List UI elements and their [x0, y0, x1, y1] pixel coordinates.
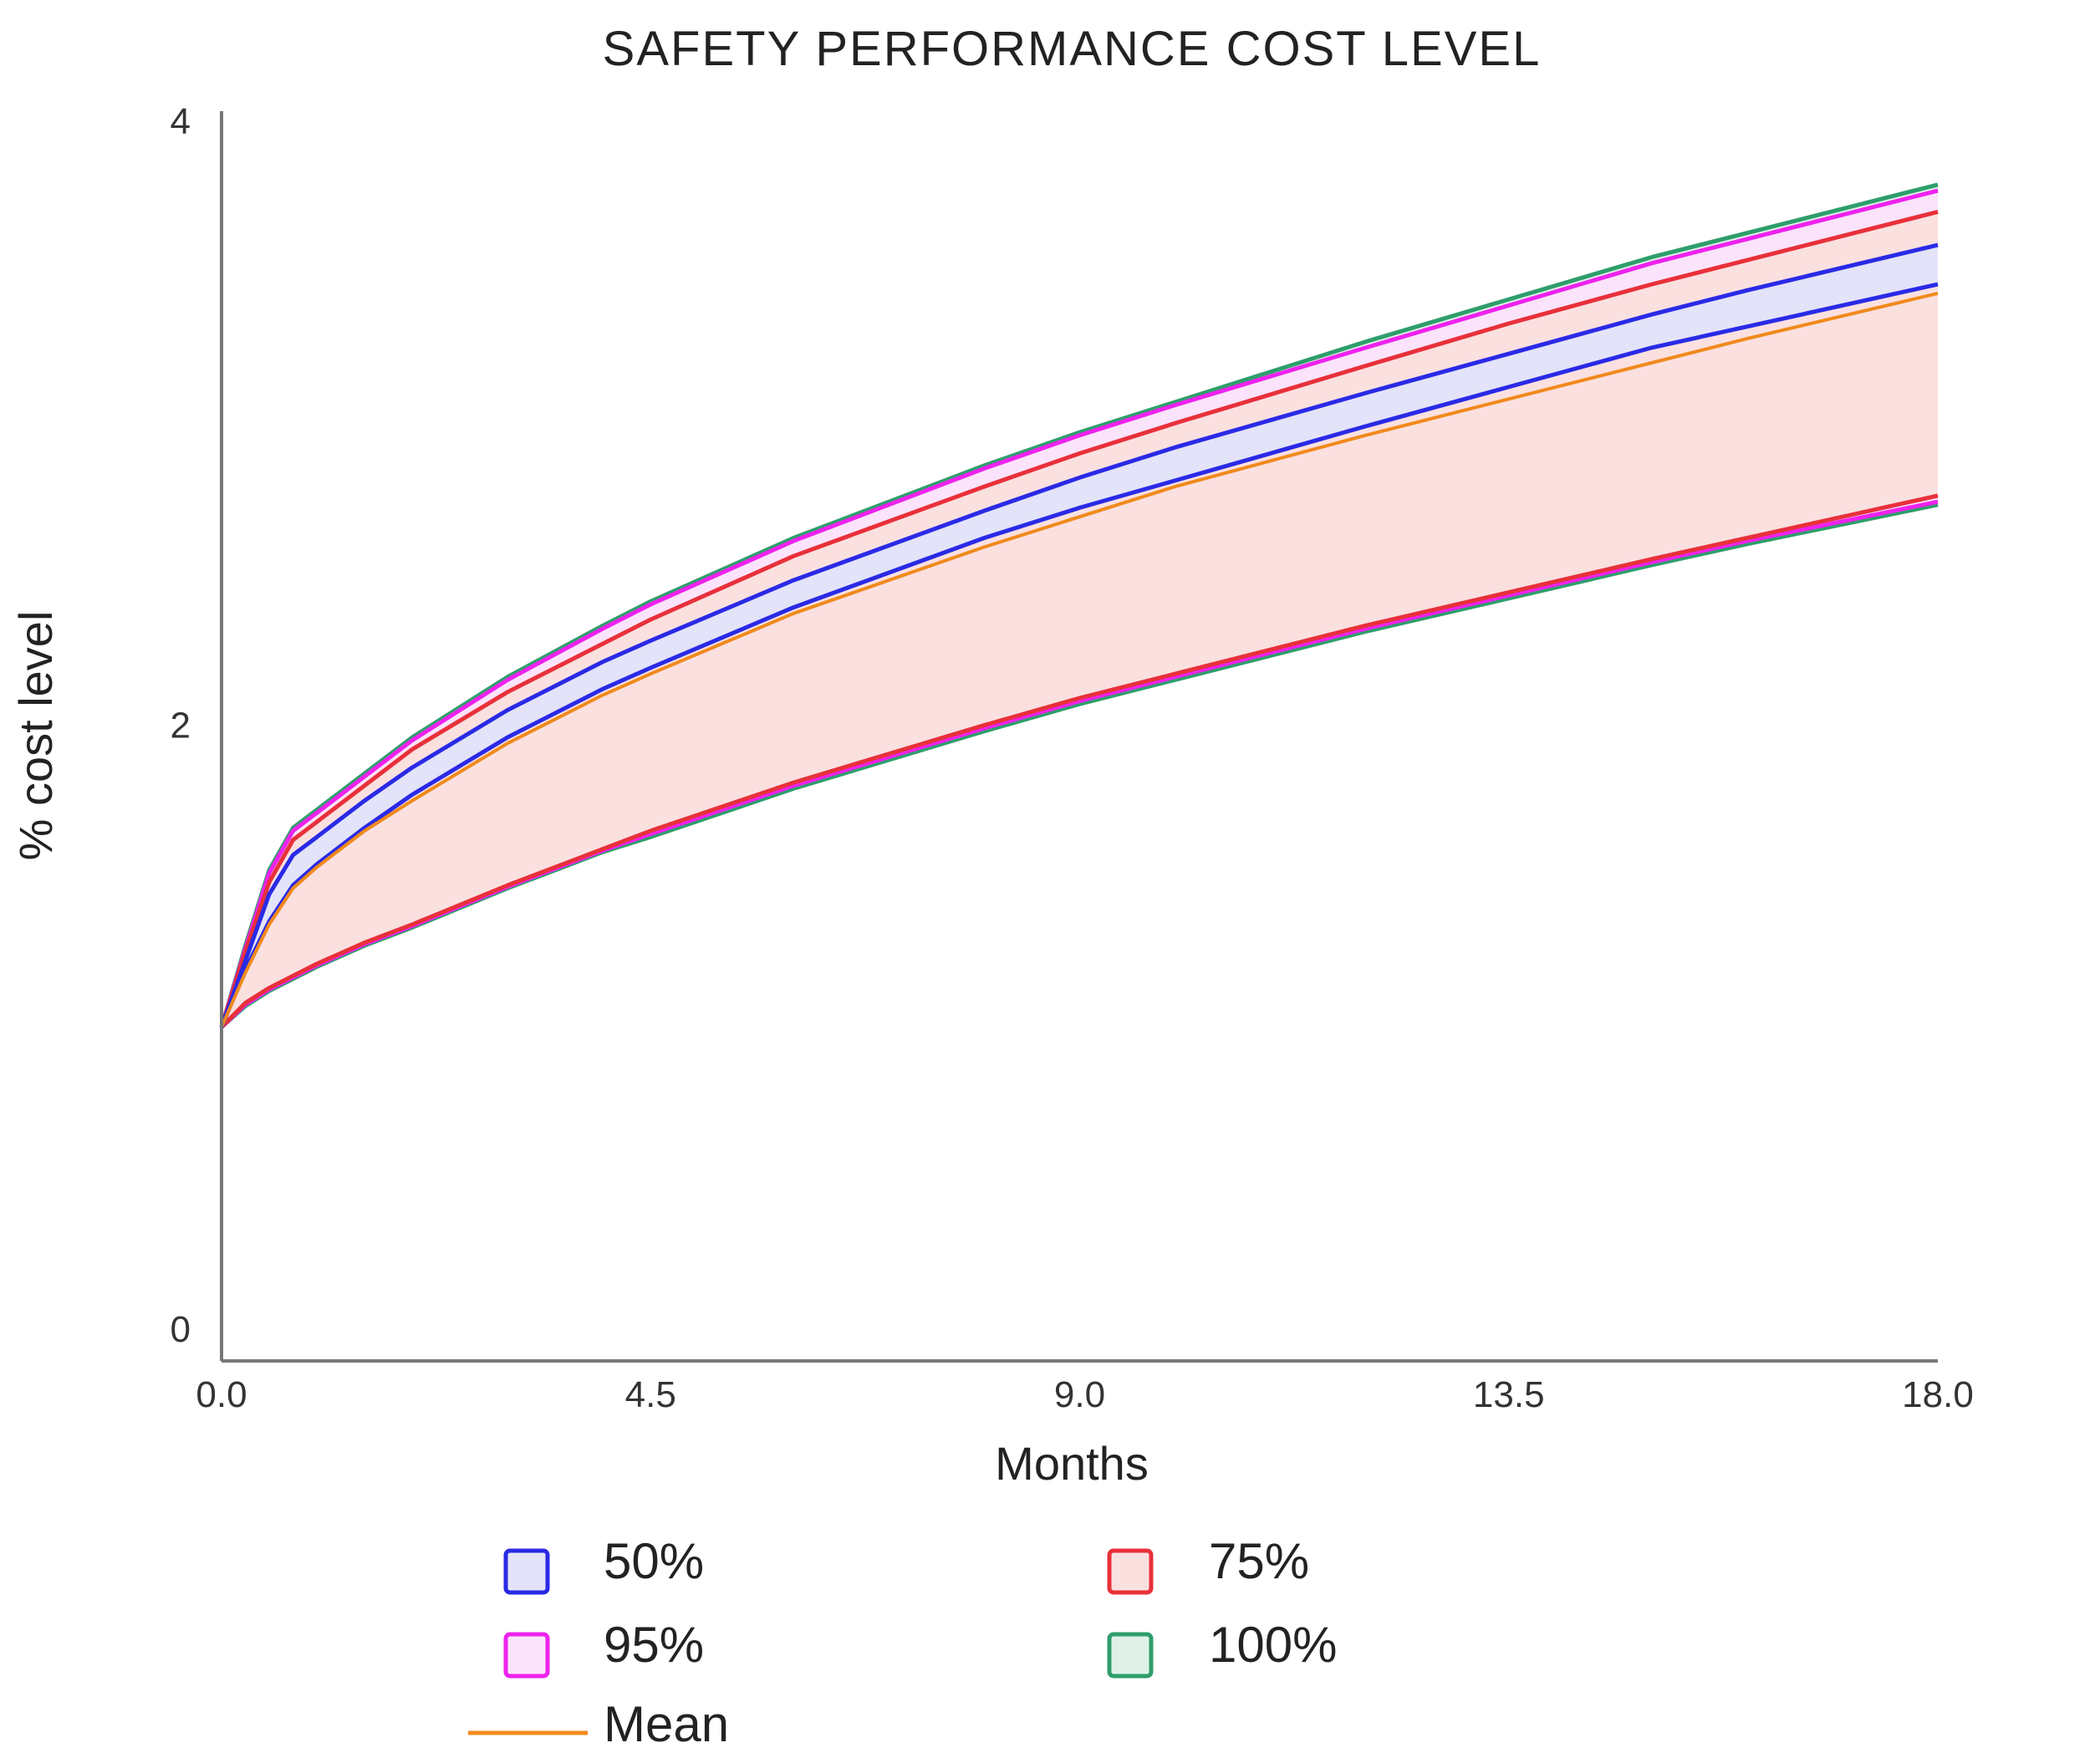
- series-lines: [219, 182, 1939, 1029]
- x-tick-label: 13.5: [1473, 1374, 1545, 1415]
- band-upper-line-75pct: [219, 209, 1939, 1028]
- legend-label: 100%: [1209, 1617, 1337, 1673]
- x-tick-label: 0.0: [196, 1374, 247, 1415]
- legend-label: 95%: [604, 1617, 704, 1673]
- band-lower-line-75pct: [220, 493, 1939, 1029]
- legend: 50% 75% 95% 100% Mean: [468, 1533, 1337, 1752]
- x-tick-label: 18.0: [1902, 1374, 1974, 1415]
- band-upper-line-100pct: [219, 182, 1939, 1028]
- chart-title: SAFETY PERFORMANCE COST LEVEL: [603, 22, 1542, 76]
- legend-swatch: [1107, 1632, 1154, 1679]
- x-tick-label: 4.5: [625, 1374, 676, 1415]
- legend-label: 50%: [604, 1533, 704, 1589]
- legend-label: Mean: [604, 1696, 729, 1752]
- y-tick-label: 4: [171, 101, 191, 142]
- band-upper-line-95pct: [219, 188, 1939, 1028]
- legend-swatch: [1107, 1548, 1154, 1595]
- y-tick-label: 0: [171, 1309, 191, 1350]
- legend-item-95pct: 95%: [503, 1617, 704, 1679]
- mean-line: [220, 291, 1939, 1028]
- band-lower-line-50pct: [219, 282, 1939, 1028]
- axis-ticks: 0.0 4.5 9.0 13.5 18.0 0 2 4: [171, 101, 1974, 1415]
- x-tick-label: 9.0: [1054, 1374, 1105, 1415]
- legend-item-50pct: 50%: [503, 1533, 704, 1595]
- legend-item-100pct: 100%: [1107, 1617, 1337, 1679]
- legend-label: 75%: [1209, 1533, 1309, 1589]
- band-area-75pct: [222, 211, 1938, 1027]
- band-upper-line-50pct: [219, 242, 1939, 1028]
- legend-item-mean: Mean: [468, 1696, 729, 1752]
- y-tick-label: 2: [171, 706, 191, 747]
- y-axis-title: % cost level: [9, 611, 62, 861]
- x-axis-title: Months: [995, 1437, 1149, 1490]
- legend-swatch: [503, 1632, 550, 1679]
- legend-swatch: [503, 1548, 550, 1595]
- legend-item-75pct: 75%: [1107, 1533, 1309, 1595]
